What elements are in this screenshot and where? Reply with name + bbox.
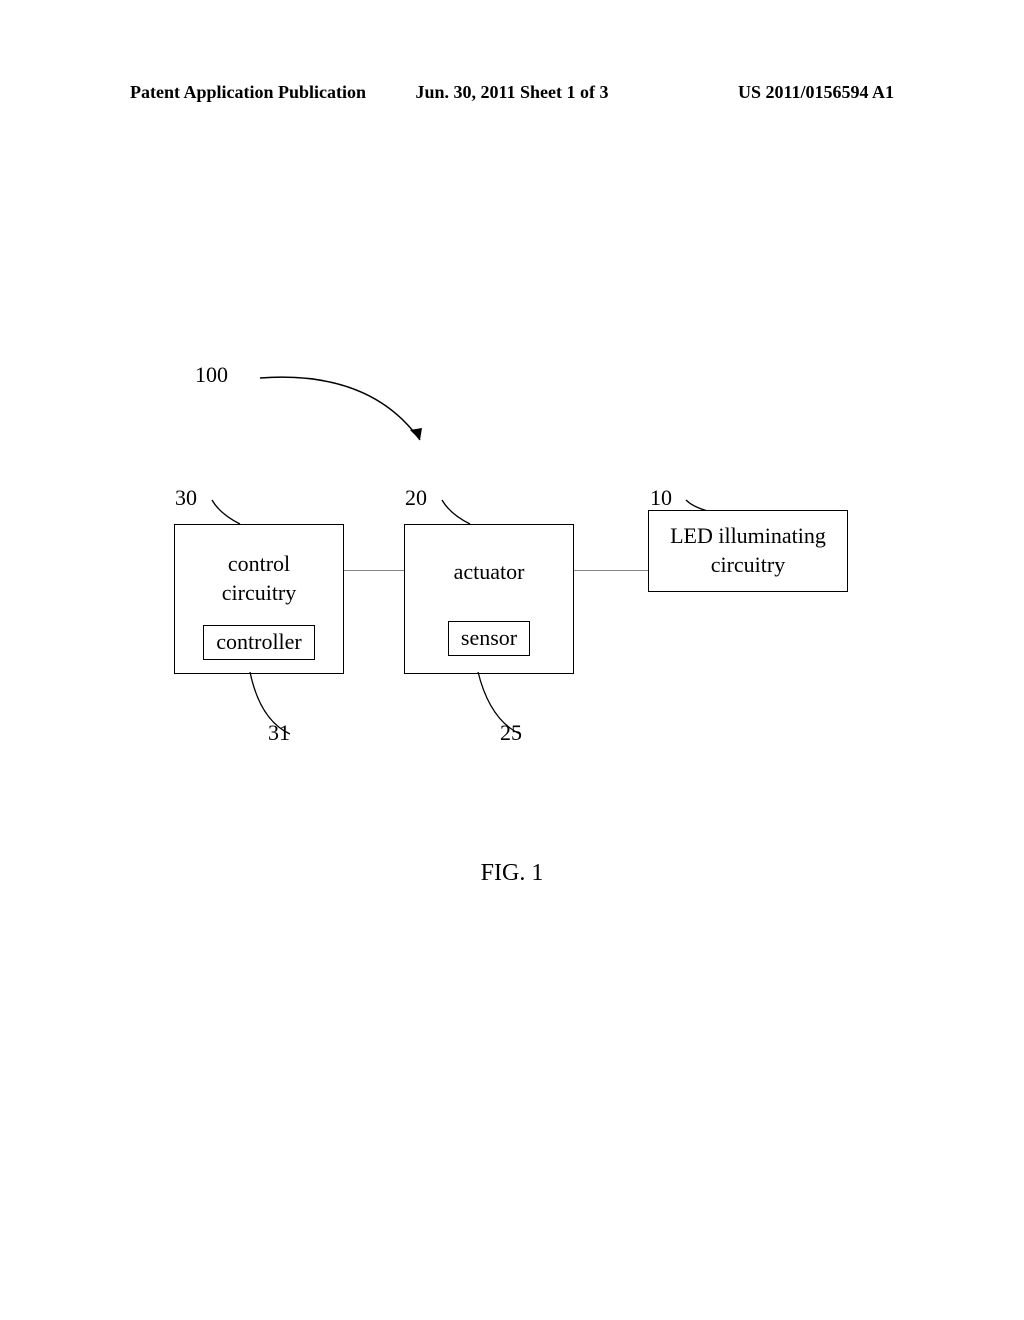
- leader-10: [0, 0, 1024, 1320]
- box-led-text: LED illuminating circuitry: [670, 522, 826, 579]
- box-led: LED illuminating circuitry: [648, 510, 848, 592]
- diagram: 100 30 control circuitry controller 31 2…: [0, 0, 1024, 1320]
- figure-caption: FIG. 1: [481, 860, 544, 887]
